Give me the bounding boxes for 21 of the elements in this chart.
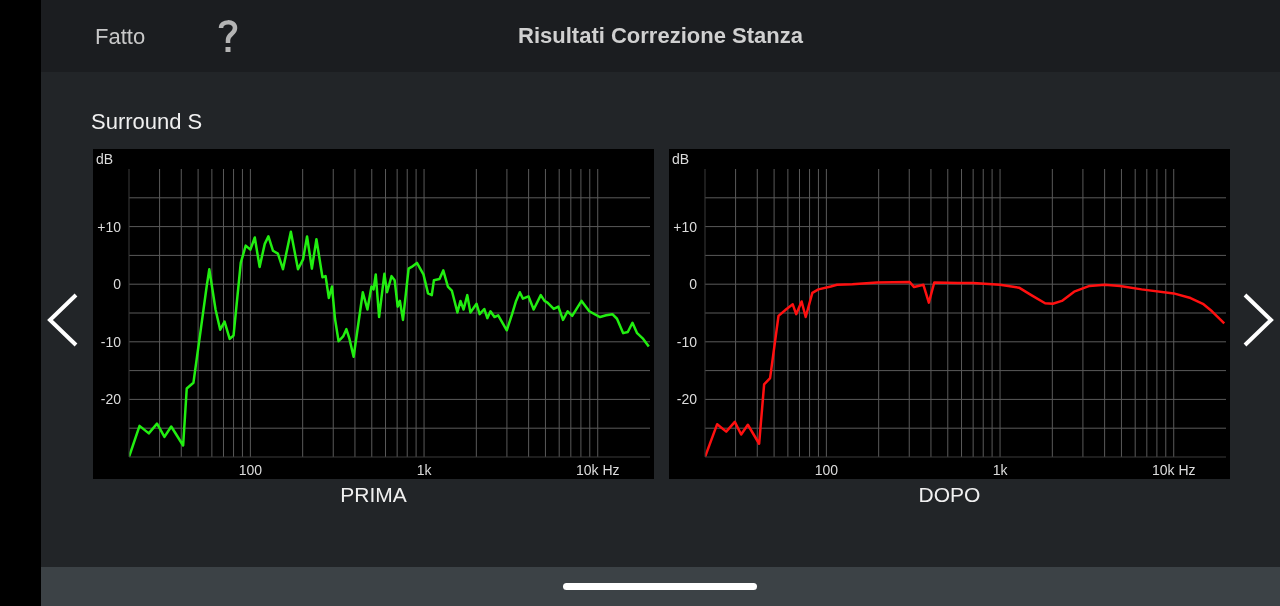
y-axis-title: dB [672,151,690,167]
y-tick-label: -20 [100,391,122,408]
y-tick-label: -10 [100,333,122,350]
y-tick-label: -20 [676,391,698,408]
text: Fatto [95,24,146,49]
y-tick-label: +10 [673,218,698,235]
x-tick-label: 100 [238,461,263,478]
chart-title: Risultati Correzione Stanza [518,23,803,48]
x-axis-title: PRIMA [340,483,407,506]
x-tick-label: 1k [992,461,1009,478]
y-tick-label: 0 [113,276,122,293]
y-tick-label: 0 [689,276,698,293]
x-tick-label: 10k Hz [1151,461,1196,478]
x-axis-title: DOPO [918,483,981,506]
x-tick-label: 100 [814,461,839,478]
x-tick-label: 10k Hz [575,461,620,478]
y-axis-title: dB [96,151,114,167]
y-tick-label: -10 [676,333,698,350]
chart-subtitle: Surround S [91,109,203,134]
y-tick-label: +10 [97,218,122,235]
x-tick-label: 1k [416,461,433,478]
